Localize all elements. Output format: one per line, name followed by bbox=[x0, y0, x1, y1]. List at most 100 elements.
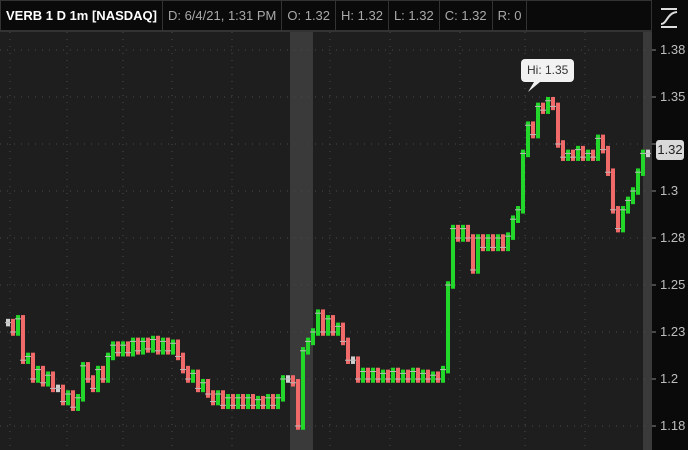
price-bar bbox=[581, 145, 585, 161]
price-bar bbox=[316, 309, 320, 336]
price-bar bbox=[291, 375, 295, 387]
price-bar bbox=[36, 365, 40, 383]
price-bar bbox=[591, 149, 595, 161]
price-bar bbox=[81, 362, 85, 402]
price-bar bbox=[136, 337, 140, 355]
high-annotation: Hi: 1.35 bbox=[521, 59, 575, 82]
price-bar bbox=[536, 102, 540, 139]
price-bar bbox=[576, 145, 580, 161]
open-readout: O: 1.32 bbox=[282, 0, 337, 31]
price-bar bbox=[261, 395, 265, 410]
price-bar bbox=[86, 362, 90, 383]
price-bar bbox=[626, 196, 630, 214]
quote-header: VERB 1 D 1m [NASDAQ] D: 6/4/21, 1:31 PM … bbox=[0, 0, 652, 32]
price-bar bbox=[381, 369, 385, 383]
current-band bbox=[643, 32, 652, 450]
axis-background bbox=[652, 32, 688, 450]
price-bar bbox=[466, 224, 470, 242]
price-bar bbox=[356, 356, 360, 383]
price-bar bbox=[276, 394, 280, 410]
price-bar bbox=[631, 187, 635, 205]
y-tick-label: 1.18 bbox=[660, 418, 686, 433]
price-chart[interactable] bbox=[0, 32, 688, 450]
price-bar bbox=[306, 337, 310, 355]
price-bar bbox=[541, 102, 545, 114]
chart-style-icon[interactable] bbox=[658, 6, 680, 30]
price-bar bbox=[451, 224, 455, 289]
price-bar bbox=[421, 369, 425, 383]
price-bar bbox=[456, 224, 460, 242]
price-bar bbox=[31, 352, 35, 383]
price-bar bbox=[511, 215, 515, 240]
price-bar bbox=[106, 352, 110, 383]
price-bar bbox=[636, 168, 640, 195]
price-bar bbox=[201, 379, 205, 393]
price-bar bbox=[41, 365, 45, 387]
low-readout: L: 1.32 bbox=[388, 0, 440, 31]
price-bar bbox=[46, 371, 50, 387]
price-bar bbox=[341, 322, 345, 346]
price-bar bbox=[156, 335, 160, 355]
price-bar bbox=[586, 149, 590, 161]
price-bar bbox=[386, 369, 390, 383]
y-tick-label: 1.25 bbox=[660, 277, 686, 292]
date-readout: D: 6/4/21, 1:31 PM bbox=[162, 0, 283, 31]
price-bar bbox=[406, 369, 410, 383]
price-bar bbox=[601, 134, 605, 154]
price-bar bbox=[181, 352, 185, 374]
price-bar bbox=[436, 371, 440, 383]
price-bar bbox=[546, 97, 550, 114]
y-tick-label: 1.38 bbox=[660, 42, 686, 57]
symbol-label[interactable]: VERB 1 D 1m [NASDAQ] bbox=[0, 0, 163, 31]
price-bar bbox=[411, 367, 415, 383]
price-bar bbox=[126, 341, 130, 357]
price-bar bbox=[141, 337, 145, 355]
price-bar bbox=[11, 318, 15, 336]
price-bar bbox=[251, 394, 255, 410]
last-price-label: 1.32 bbox=[656, 140, 684, 160]
price-bar bbox=[521, 149, 525, 214]
price-bar bbox=[246, 394, 250, 410]
price-bar bbox=[256, 395, 260, 410]
price-bar bbox=[496, 234, 500, 252]
price-bar bbox=[186, 365, 190, 383]
price-bar bbox=[71, 390, 75, 411]
price-bar bbox=[336, 322, 340, 336]
price-bar bbox=[51, 371, 55, 393]
y-tick-label: 1.3 bbox=[660, 183, 679, 198]
price-bar bbox=[326, 315, 330, 336]
price-bar bbox=[481, 234, 485, 252]
price-bar bbox=[196, 369, 200, 393]
price-bar bbox=[371, 367, 375, 383]
price-bar bbox=[151, 335, 155, 353]
price-bar bbox=[441, 365, 445, 383]
price-bar bbox=[621, 206, 625, 233]
price-bar bbox=[346, 337, 350, 364]
price-bar bbox=[211, 390, 215, 406]
y-tick-label: 1.23 bbox=[660, 324, 686, 339]
price-bar bbox=[76, 394, 80, 411]
price-bar bbox=[241, 394, 245, 410]
price-bar bbox=[226, 394, 230, 410]
price-bar bbox=[401, 369, 405, 383]
price-bar bbox=[416, 367, 420, 383]
price-bar bbox=[116, 341, 120, 357]
high-readout: H: 1.32 bbox=[336, 0, 389, 31]
price-bar bbox=[16, 315, 20, 336]
price-bar bbox=[361, 367, 365, 383]
price-bar bbox=[216, 390, 220, 406]
price-bar bbox=[191, 369, 195, 383]
price-bar bbox=[231, 394, 235, 410]
price-bar bbox=[131, 337, 135, 357]
price-bar bbox=[571, 149, 575, 161]
price-bar bbox=[206, 379, 210, 398]
price-bar bbox=[476, 234, 480, 274]
price-bar bbox=[616, 206, 620, 233]
price-bar bbox=[236, 394, 240, 410]
price-bar bbox=[491, 234, 495, 252]
price-bar bbox=[281, 375, 285, 402]
price-bar bbox=[516, 206, 520, 223]
range-readout: R: 0 bbox=[492, 0, 528, 31]
close-readout: C: 1.32 bbox=[439, 0, 493, 31]
price-bar bbox=[176, 339, 180, 361]
